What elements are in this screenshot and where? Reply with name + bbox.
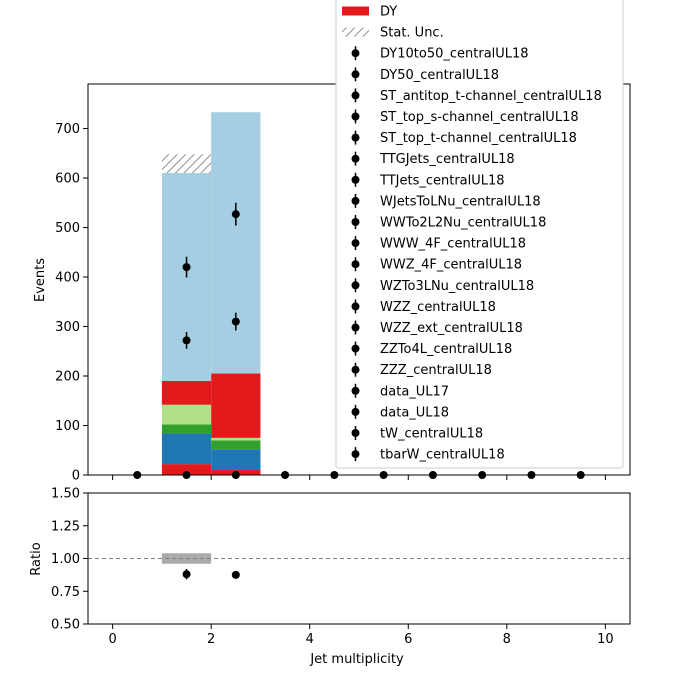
legend-marker [351,218,360,226]
main-y-tick-label: 500 [55,221,80,236]
legend-marker [351,239,360,248]
stack-bar-bin1-layer4 [161,380,212,405]
main-y-tick-label: 700 [55,122,80,137]
stack-bar-bin2-layer1 [211,449,261,471]
legend-swatch-fill [342,6,369,16]
legend-label: data_UL18 [380,405,449,420]
legend-label: data_UL17 [380,384,449,399]
main-y-ticks: 0 100 200 300 400 500 600 700 [55,122,88,484]
legend: DY Stat. Unc. DY10to50_centralUL18 DY50_cen… [335,0,624,469]
legend-marker [351,175,360,184]
main-y-tick-label: 300 [55,320,80,335]
stack-bar-bin2-layer4 [211,373,261,438]
main-y-tick-label: 400 [55,271,80,286]
ratio-x-ticks: 0 2 4 6 8 10 [108,624,614,647]
legend-marker [351,407,360,416]
main-y-tick-label: 0 [72,469,80,484]
legend-frame [335,0,624,469]
main-y-axis-label: Events [33,258,48,302]
legend-marker [351,281,360,290]
data-point [231,317,240,326]
legend-marker [351,323,360,332]
main-plot-area [133,112,585,479]
legend-label: tbarW_centralUL18 [380,448,505,463]
ratio-y-tick-label: 1.25 [51,519,80,534]
legend-label: WWW_4F_centralUL18 [380,237,526,252]
legend-marker [351,365,360,374]
main-y-tick-label: 600 [55,172,80,187]
legend-marker [351,302,360,311]
legend-marker [351,386,360,395]
stack-bar-bin2-layer3 [211,437,261,441]
legend-marker [351,49,360,58]
main-x-ticks [112,475,606,480]
legend-label: DY10to50_centralUL18 [380,47,529,62]
legend-marker [351,70,360,79]
ratio-y-tick-label: 1.50 [51,487,80,502]
legend-label: TTGJets_centralUL18 [379,152,515,167]
stat-unc-band-bin1 [161,154,212,174]
legend-entries: DY Stat. Unc. DY10to50_centralUL18 DY50_cen… [342,5,602,463]
legend-label: ZZZ_centralUL18 [380,363,492,378]
legend-marker [351,344,360,353]
ratio-x-tick-label: 6 [404,632,412,647]
stack-bar-bin2-layer5 [211,112,261,374]
stack-bar-bin1-layer1 [161,433,212,465]
legend-marker [351,133,360,142]
legend-label: TTJets_centralUL18 [379,173,505,188]
ratio-x-tick-label: 10 [597,632,614,647]
stack-bar-bin2-layer2 [211,440,261,450]
ratio-y-tick-label: 1.00 [51,552,80,567]
ratio-x-tick-label: 2 [207,632,215,647]
legend-label: Stat. Unc. [380,26,444,41]
ratio-x-tick-label: 8 [503,632,511,647]
stack-bar-bin1-layer3 [161,404,212,425]
ratio-panel: 0.50 0.75 1.00 1.25 1.50 0 2 4 6 8 10 Ratio Jet m… [29,487,631,667]
ratio-x-tick-label: 4 [306,632,314,647]
legend-label: WWTo2L2Nu_centralUL18 [380,216,546,231]
legend-label: ZZTo4L_centralUL18 [380,342,512,357]
legend-label: WZZ_ext_centralUL18 [380,321,523,336]
main-panel: 0 100 200 300 400 500 600 700 Events [33,83,631,484]
legend-label: WWZ_4F_centralUL18 [380,258,522,273]
legend-label: WZZ_centralUL18 [380,300,496,315]
legend-label: WJetsToLNu_centralUL18 [380,194,541,209]
legend-marker [351,260,360,269]
data-point [231,210,240,219]
ratio-y-axis-label: Ratio [29,542,44,575]
legend-label: DY [380,5,397,20]
legend-marker [351,91,360,100]
data-point [182,336,191,345]
legend-marker [351,450,360,459]
ratio-point [182,570,191,579]
legend-marker [351,154,360,163]
legend-marker [351,112,360,121]
stack-bar-bin1-layer2 [161,424,212,434]
main-y-tick-label: 100 [55,419,80,434]
ratio-y-tick-label: 0.75 [51,585,80,600]
legend-label: DY50_centralUL18 [380,68,499,83]
main-y-tick-label: 200 [55,370,80,385]
ratio-plot-area [88,553,630,580]
ratio-y-tick-label: 0.50 [51,618,80,633]
legend-label: WZTo3LNu_centralUL18 [380,279,534,294]
data-point [182,263,191,272]
stack-bar-bin1-layer0 [161,464,212,475]
ratio-y-ticks: 0.50 0.75 1.00 1.25 1.50 [51,487,88,633]
ratio-point [231,570,240,579]
legend-swatch-hatch [342,27,369,37]
legend-label: ST_antitop_t-channel_centralUL18 [380,89,602,104]
legend-marker [351,429,360,437]
legend-label: ST_top_t-channel_centralUL18 [380,131,577,146]
legend-marker [351,196,360,205]
legend-label: tW_centralUL18 [380,427,483,442]
x-axis-label: Jet multiplicity [309,652,404,667]
ratio-x-tick-label: 0 [108,632,116,647]
legend-label: ST_top_s-channel_centralUL18 [380,110,579,125]
